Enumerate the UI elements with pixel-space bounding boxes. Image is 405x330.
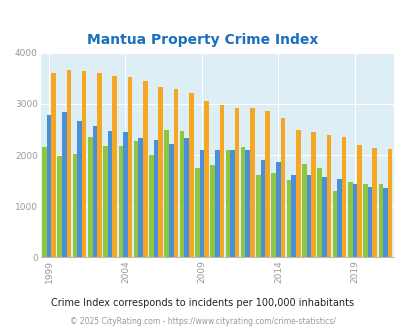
Bar bbox=[164, 130, 168, 257]
Text: Mantua Property Crime Index: Mantua Property Crime Index bbox=[87, 33, 318, 47]
Bar bbox=[214, 150, 219, 257]
Bar bbox=[230, 150, 234, 257]
Bar bbox=[371, 148, 376, 257]
Text: © 2025 CityRating.com - https://www.cityrating.com/crime-statistics/: © 2025 CityRating.com - https://www.city… bbox=[70, 317, 335, 326]
Bar bbox=[128, 77, 132, 257]
Bar bbox=[249, 108, 254, 257]
Bar bbox=[260, 160, 265, 257]
Bar bbox=[321, 177, 326, 257]
Bar bbox=[271, 173, 275, 257]
Bar bbox=[51, 73, 56, 257]
Bar bbox=[265, 111, 269, 257]
Bar bbox=[256, 175, 260, 257]
Bar bbox=[112, 76, 117, 257]
Bar bbox=[82, 71, 86, 257]
Bar bbox=[280, 118, 285, 257]
Bar bbox=[57, 156, 62, 257]
Bar bbox=[103, 147, 108, 257]
Bar bbox=[194, 168, 199, 257]
Bar bbox=[311, 132, 315, 257]
Bar bbox=[286, 180, 291, 257]
Bar bbox=[199, 150, 204, 257]
Bar bbox=[158, 86, 162, 257]
Bar bbox=[317, 168, 321, 257]
Bar bbox=[291, 175, 295, 257]
Bar bbox=[326, 135, 330, 257]
Bar bbox=[367, 187, 371, 257]
Bar bbox=[88, 137, 92, 257]
Bar bbox=[356, 145, 361, 257]
Bar bbox=[97, 73, 102, 257]
Bar bbox=[153, 140, 158, 257]
Bar bbox=[275, 162, 280, 257]
Bar bbox=[219, 106, 224, 257]
Bar bbox=[173, 89, 178, 257]
Text: Crime Index corresponds to incidents per 100,000 inhabitants: Crime Index corresponds to incidents per… bbox=[51, 298, 354, 308]
Bar bbox=[149, 155, 153, 257]
Bar bbox=[240, 148, 245, 257]
Bar bbox=[387, 149, 391, 257]
Bar bbox=[118, 147, 123, 257]
Bar bbox=[184, 138, 188, 257]
Bar bbox=[377, 184, 382, 257]
Bar bbox=[62, 112, 66, 257]
Bar bbox=[245, 150, 249, 257]
Bar bbox=[77, 121, 82, 257]
Bar bbox=[337, 179, 341, 257]
Bar bbox=[72, 154, 77, 257]
Bar bbox=[295, 130, 300, 257]
Bar bbox=[138, 138, 143, 257]
Bar bbox=[306, 175, 311, 257]
Bar bbox=[362, 184, 367, 257]
Bar bbox=[188, 93, 193, 257]
Bar bbox=[347, 182, 352, 257]
Bar bbox=[210, 165, 214, 257]
Bar bbox=[382, 188, 387, 257]
Bar bbox=[47, 115, 51, 257]
Bar bbox=[134, 141, 138, 257]
Bar bbox=[204, 101, 208, 257]
Bar bbox=[92, 126, 97, 257]
Bar bbox=[108, 131, 112, 257]
Bar bbox=[179, 131, 184, 257]
Bar bbox=[168, 144, 173, 257]
Bar bbox=[332, 191, 337, 257]
Bar bbox=[66, 70, 71, 257]
Bar bbox=[352, 184, 356, 257]
Bar bbox=[123, 132, 128, 257]
Bar bbox=[143, 81, 147, 257]
Bar bbox=[301, 164, 306, 257]
Bar bbox=[42, 148, 47, 257]
Bar bbox=[234, 108, 239, 257]
Bar bbox=[341, 137, 345, 257]
Bar bbox=[225, 150, 230, 257]
